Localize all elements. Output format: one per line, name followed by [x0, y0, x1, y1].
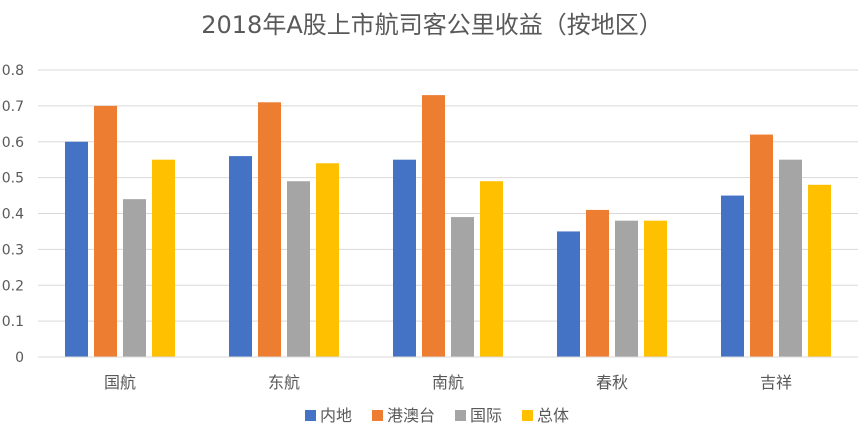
legend-label: 国际 — [470, 406, 502, 425]
bar — [721, 195, 744, 357]
legend-swatch — [455, 410, 466, 421]
x-tick-label: 吉祥 — [760, 373, 792, 392]
legend-swatch — [372, 410, 383, 421]
bars — [65, 95, 831, 358]
legend-item: 国际 — [455, 406, 502, 425]
legend-label: 内地 — [320, 406, 352, 425]
y-tick-label: 0.2 — [2, 278, 24, 294]
y-tick-label: 0.8 — [2, 63, 24, 79]
y-tick-label: 0.3 — [2, 242, 24, 258]
bar — [287, 181, 310, 357]
bar — [393, 159, 416, 357]
legend-item: 总体 — [522, 406, 569, 425]
bar — [586, 209, 609, 357]
y-tick-label: 0 — [15, 350, 24, 366]
legend-label: 总体 — [537, 406, 569, 425]
legend-swatch — [522, 410, 533, 421]
y-tick-label: 0.1 — [2, 314, 24, 330]
bar — [750, 134, 773, 357]
x-tick-label: 东航 — [268, 373, 300, 392]
bar — [808, 184, 831, 357]
y-tick-label: 0.4 — [2, 207, 24, 223]
x-tick-label: 春秋 — [596, 373, 628, 392]
x-tick-label: 国航 — [104, 373, 136, 392]
bar — [480, 181, 503, 357]
legend-item: 内地 — [305, 406, 352, 425]
bar — [422, 95, 445, 358]
bar — [615, 220, 638, 357]
x-tick-label: 南航 — [432, 373, 464, 392]
bar — [557, 231, 580, 357]
y-axis-ticks: 0 0.1 0.2 0.3 0.4 0.5 0.6 0.7 0.8 — [2, 63, 24, 366]
x-axis-labels: 国航 东航 南航 春秋 吉祥 — [104, 373, 792, 392]
bar — [123, 199, 146, 357]
bar — [316, 163, 339, 357]
bar — [152, 159, 175, 357]
bar — [258, 102, 281, 357]
y-tick-label: 0.6 — [2, 135, 24, 151]
bar — [644, 220, 667, 357]
bar — [229, 156, 252, 357]
legend-label: 港澳台 — [387, 406, 435, 425]
y-tick-label: 0.7 — [2, 99, 24, 115]
bar — [65, 141, 88, 357]
legend-swatch — [305, 410, 316, 421]
bar — [94, 105, 117, 357]
y-tick-label: 0.5 — [2, 171, 24, 187]
bar — [451, 217, 474, 357]
chart-title: 2018年A股上市航司客公里收益（按地区） — [201, 11, 663, 39]
legend-item: 港澳台 — [372, 406, 435, 425]
legend: 内地 港澳台 国际 总体 — [305, 406, 569, 425]
bar — [779, 159, 802, 357]
